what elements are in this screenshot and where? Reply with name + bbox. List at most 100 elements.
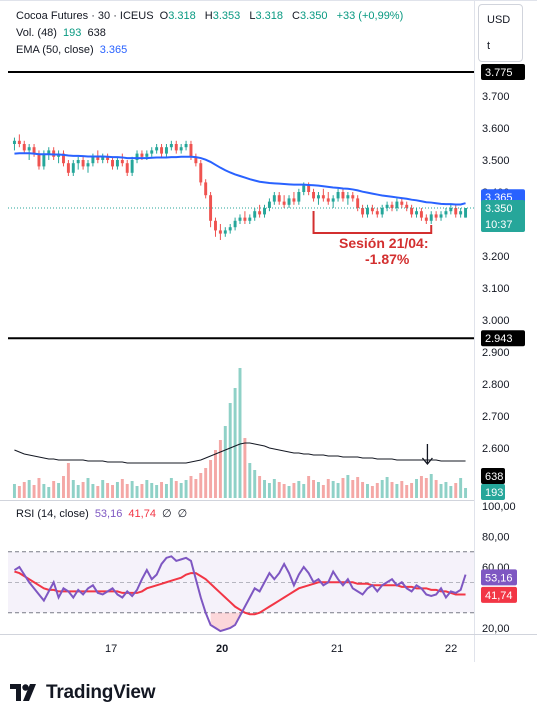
candle-body	[130, 160, 134, 173]
candle-body	[341, 192, 345, 199]
candle-body	[390, 204, 394, 208]
volume-bar	[111, 485, 114, 498]
symbol-legend: Cocoa Futures · 30 · ICEUS O3.318 H3.353…	[16, 9, 406, 24]
volume-bar	[415, 479, 418, 498]
volume-bar	[429, 474, 433, 498]
candle-body	[297, 192, 301, 202]
candle-body	[380, 208, 384, 215]
volume-bar	[71, 480, 75, 498]
currency-unit: t	[487, 40, 491, 52]
volume-bar	[424, 478, 428, 498]
candle-body	[316, 195, 320, 199]
rsi-tick-label: 80,00	[482, 532, 510, 544]
volume-bar	[81, 482, 85, 498]
candle-body	[434, 214, 438, 218]
volume-bar	[263, 480, 266, 498]
candle-body	[125, 163, 129, 173]
volume-bar	[12, 484, 16, 498]
volume-tag-bg	[481, 484, 505, 500]
candle-body	[189, 144, 193, 157]
candle-body	[218, 230, 222, 234]
rsi-tick-label: 20,00	[482, 623, 510, 635]
volume-ma-tag: 638	[485, 471, 503, 483]
volume-bar	[27, 480, 31, 498]
candle-body	[17, 140, 21, 144]
currency-button[interactable]: USD t	[478, 4, 523, 62]
volume-bar	[150, 483, 154, 498]
candle-body	[263, 208, 266, 215]
volume-bar	[410, 483, 414, 498]
candle-body	[111, 160, 114, 167]
candle-body	[385, 204, 389, 208]
volume-bar	[277, 482, 281, 498]
candle-body	[375, 211, 379, 215]
candle-body	[106, 156, 110, 160]
volume-bar	[228, 403, 232, 498]
volume-bar	[22, 482, 26, 498]
rsi-value: 53,16	[94, 508, 123, 520]
candle-body	[439, 214, 443, 218]
rsi-tick-label: 100,00	[482, 501, 516, 513]
volume-bar	[326, 479, 330, 498]
candle-body	[356, 198, 360, 208]
candle-body	[405, 204, 409, 208]
volume-bar	[101, 480, 105, 498]
volume-bar	[390, 482, 394, 498]
low-label: L	[249, 10, 256, 22]
volume-bar	[444, 482, 448, 498]
bar-countdown: 10:37	[485, 219, 513, 231]
open-label: O	[159, 10, 169, 22]
candle-body	[145, 153, 149, 157]
candle-body	[415, 211, 418, 215]
candle-body	[81, 160, 85, 167]
volume-bar	[164, 484, 168, 498]
volume-bar	[351, 480, 355, 498]
candle-body	[395, 201, 399, 208]
close-label: C	[292, 10, 300, 22]
candle-body	[209, 195, 213, 221]
candle-body	[459, 211, 463, 215]
candle-body	[155, 147, 159, 151]
down-arrow-marker	[421, 444, 433, 466]
candle-body	[174, 144, 178, 151]
candle-body	[27, 147, 31, 151]
candle-body	[62, 153, 65, 164]
volume-bar	[434, 480, 438, 498]
volume-bar	[189, 476, 193, 498]
ema-value: 3.365	[99, 44, 128, 56]
candle-body	[292, 198, 296, 202]
candle-body	[449, 208, 453, 212]
candle-body	[120, 160, 124, 164]
close-value: 3.350	[300, 10, 328, 22]
candle-body	[326, 198, 330, 202]
volume-bar	[184, 480, 188, 498]
volume-bar	[17, 486, 21, 498]
brand-name: TradingView	[46, 682, 156, 703]
candle-body	[238, 217, 242, 221]
volume-bar	[439, 484, 443, 498]
volume-bar	[361, 482, 365, 498]
volume-bar	[125, 484, 129, 498]
candle-body	[184, 144, 188, 148]
time-tick-label: 21	[331, 643, 343, 655]
price-tick-label: 3.000	[482, 315, 510, 327]
time-tick-label: 17	[105, 643, 117, 655]
volume-bar	[179, 483, 183, 498]
rsi-value-tag-bg	[481, 569, 517, 586]
candle-body	[370, 208, 374, 212]
volume-bar	[57, 483, 61, 498]
candle-body	[32, 147, 36, 154]
candle-body	[282, 201, 286, 205]
price-tick-label: 3.700	[482, 91, 510, 103]
candle-body	[361, 208, 365, 215]
volume-bar	[464, 488, 468, 498]
symbol-name: Cocoa Futures · 30 · ICEUS	[16, 10, 154, 22]
volume-bar	[169, 478, 173, 498]
volume-value: 193	[63, 27, 82, 39]
candle-body	[164, 147, 168, 154]
candle-body	[419, 211, 423, 218]
candle-body	[277, 195, 281, 202]
tradingview-logo: TradingView	[10, 682, 156, 704]
volume-ma-line	[14, 442, 466, 464]
